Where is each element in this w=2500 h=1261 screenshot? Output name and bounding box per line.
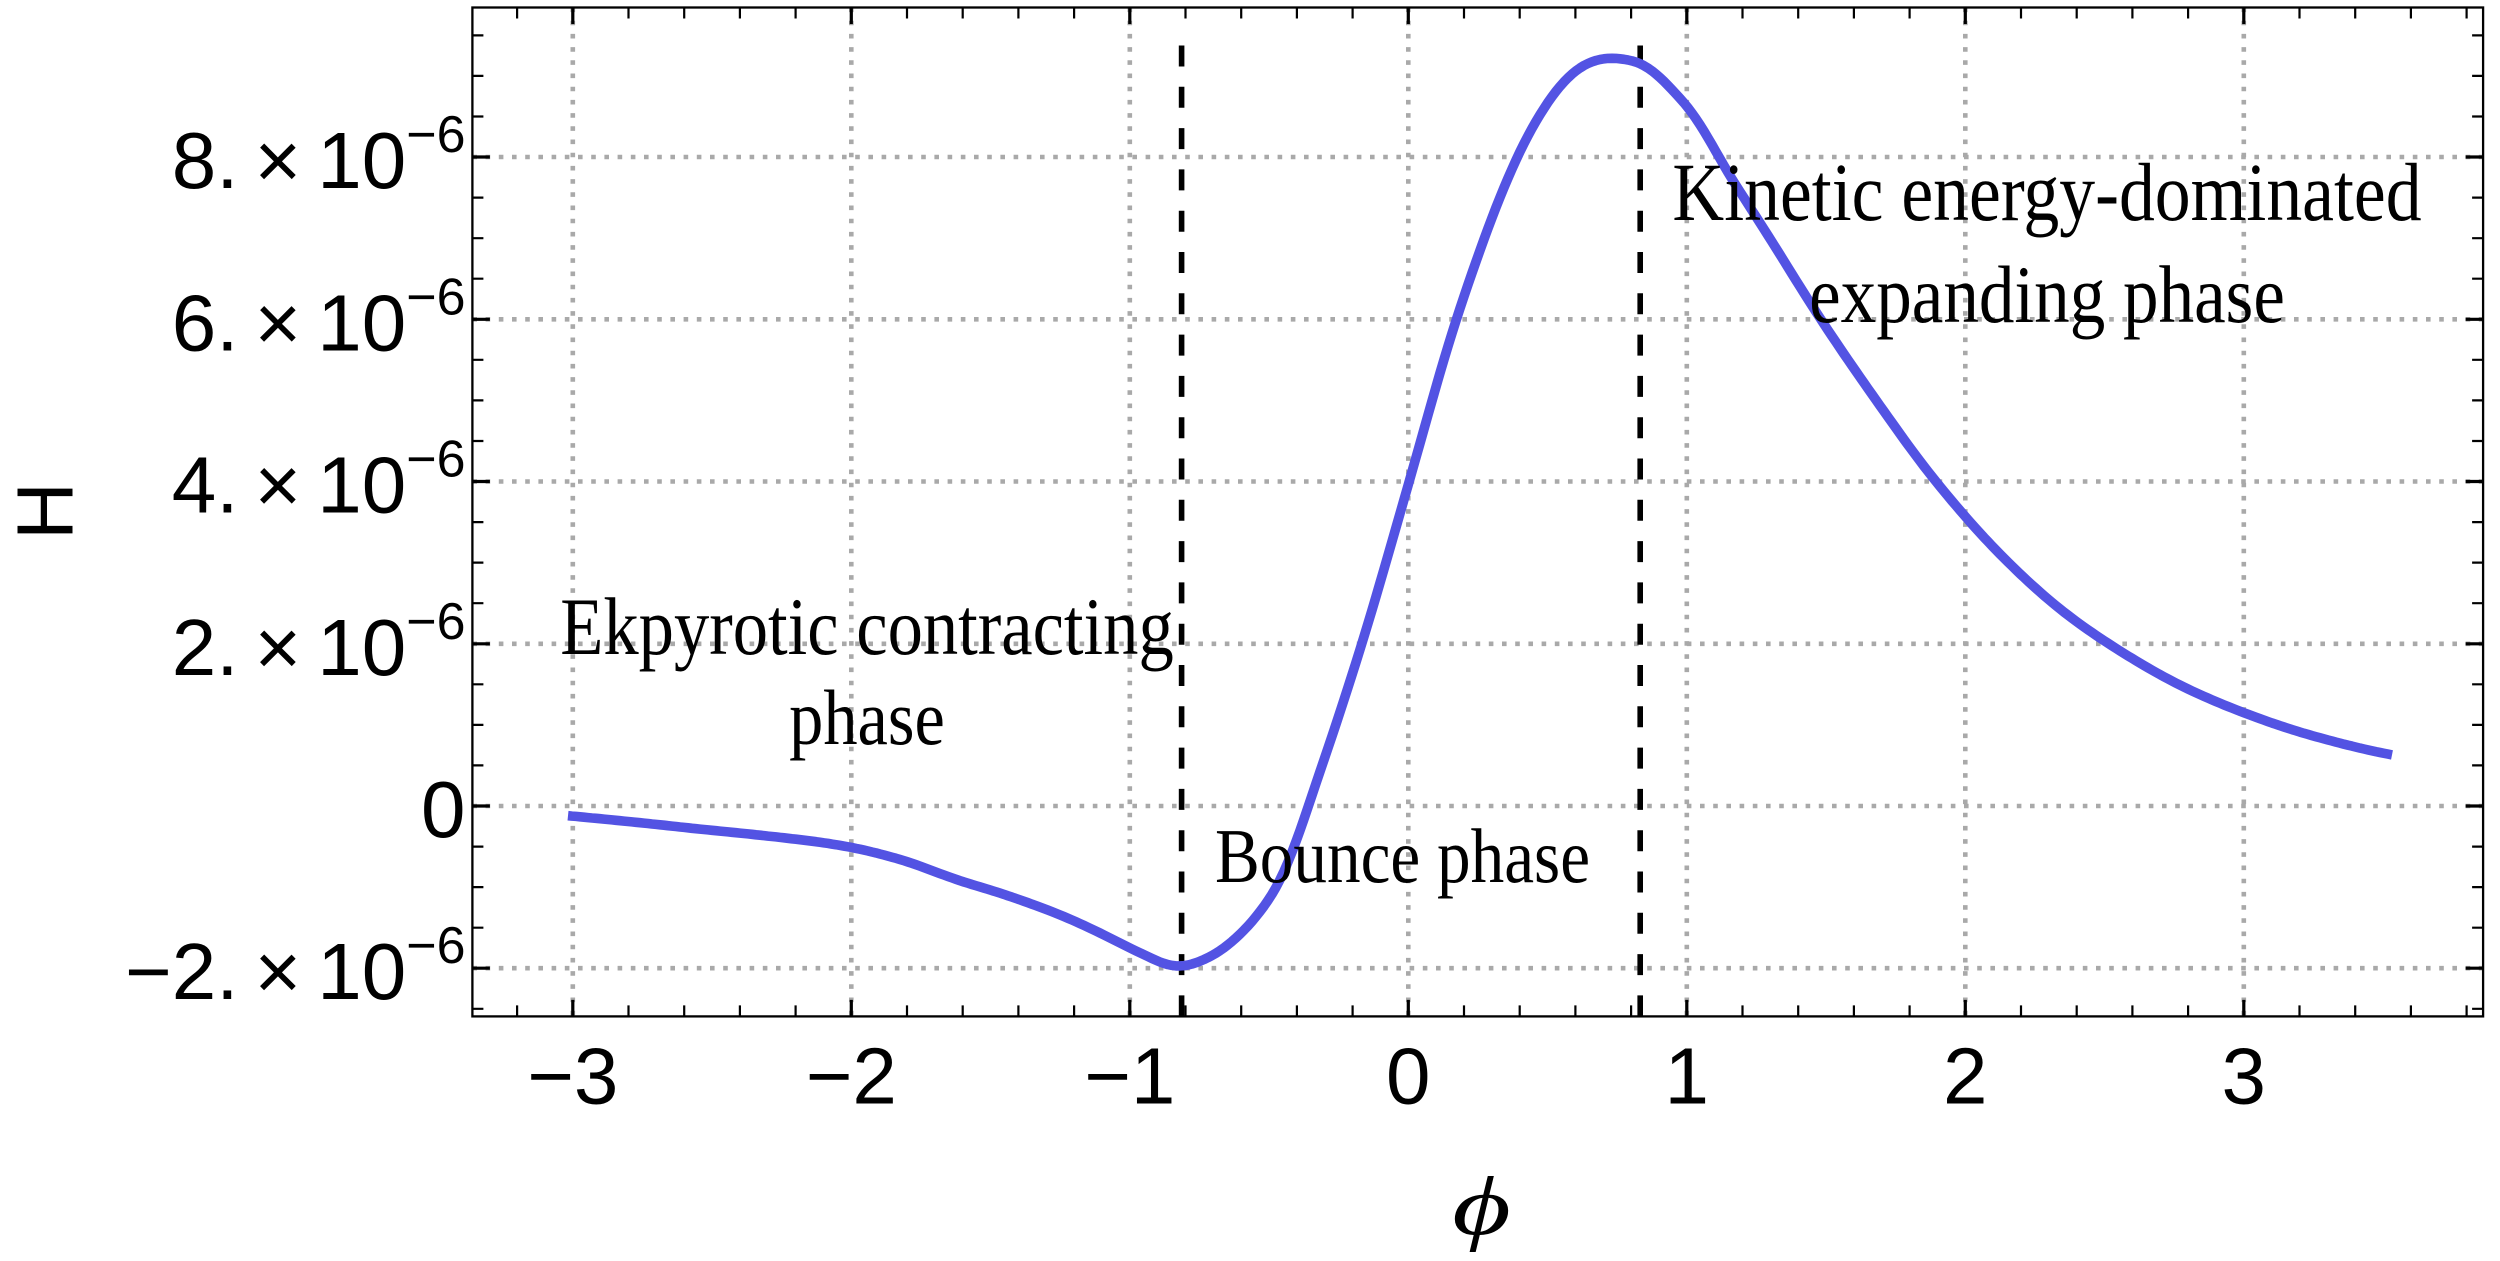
- svg-text:1: 1: [1665, 1032, 1710, 1121]
- svg-text:phase: phase: [789, 674, 945, 762]
- svg-text:−1: −1: [1084, 1032, 1175, 1121]
- svg-text:expanding phase: expanding phase: [1809, 249, 2285, 340]
- svg-text:3: 3: [2222, 1032, 2267, 1121]
- svg-text:0: 0: [1386, 1032, 1431, 1121]
- svg-text:−2: −2: [806, 1032, 897, 1121]
- svg-text:Kinetic energy-dominated: Kinetic energy-dominated: [1672, 146, 2421, 238]
- svg-text:ϕ: ϕ: [1452, 1159, 1511, 1253]
- svg-text:−3: −3: [527, 1032, 618, 1121]
- svg-text:2: 2: [1943, 1032, 1988, 1121]
- svg-text:0: 0: [421, 765, 466, 854]
- svg-text:H: H: [1, 482, 90, 540]
- svg-text:Bounce phase: Bounce phase: [1215, 813, 1590, 899]
- svg-text:Ekpyrotic contracting: Ekpyrotic contracting: [560, 582, 1173, 672]
